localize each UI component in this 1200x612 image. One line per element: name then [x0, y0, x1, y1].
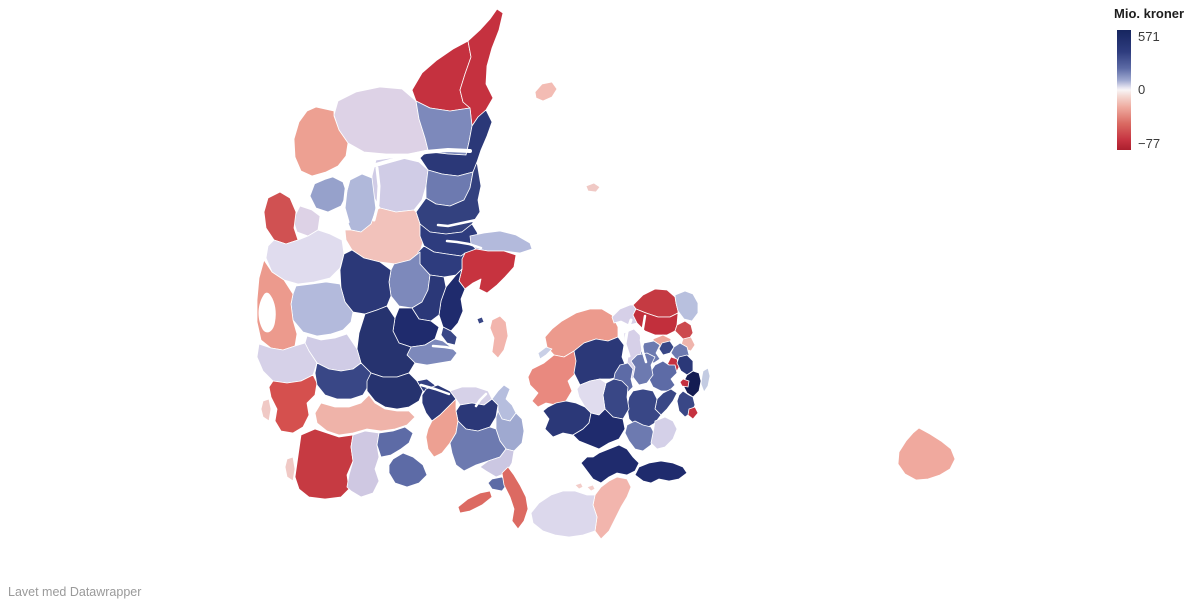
- region-langeland[interactable]: [501, 466, 529, 530]
- region-sejeroe[interactable]: [537, 346, 553, 360]
- region-tunoe[interactable]: [476, 316, 485, 325]
- region-morsoe[interactable]: [309, 175, 348, 213]
- region-norddjurs[interactable]: [469, 230, 533, 254]
- water-skive-fjord: [372, 166, 381, 222]
- region-fredensborg[interactable]: [674, 320, 694, 340]
- region-moen[interactable]: [634, 460, 688, 484]
- water-vejle-fjord: [419, 383, 451, 396]
- water-isefjord: [623, 318, 633, 358]
- water-horsens-fjord: [431, 344, 459, 351]
- region-vestegnen[interactable]: [648, 360, 678, 392]
- region-vordingborg[interactable]: [580, 444, 640, 484]
- region-fejoe[interactable]: [586, 484, 596, 492]
- region-furesoe[interactable]: [658, 340, 675, 356]
- legend-gradient-wrap: 571 0 −77: [1114, 30, 1198, 150]
- region-roemoe[interactable]: [284, 456, 296, 482]
- region-fanoe[interactable]: [260, 398, 272, 422]
- legend-max-label: 571: [1138, 29, 1160, 44]
- region-lolland[interactable]: [530, 490, 598, 538]
- legend-title: Mio. kroner: [1114, 6, 1185, 21]
- water-ringkoebing-lagoon: [258, 292, 276, 333]
- region-aeroe[interactable]: [457, 490, 493, 514]
- color-legend: Mio. kroner 571 0 −77: [1114, 6, 1198, 150]
- legend-gradient-bar: [1117, 30, 1131, 150]
- region-kalundborg[interactable]: [527, 350, 579, 408]
- water-mariager-fjord: [436, 218, 478, 228]
- region-frederiksberg[interactable]: [679, 378, 690, 388]
- region-gentofte[interactable]: [676, 354, 694, 376]
- region-hjoerring[interactable]: [411, 40, 472, 112]
- region-haderslev[interactable]: [314, 394, 416, 436]
- region-helsingoer[interactable]: [674, 290, 699, 322]
- water-sallingsund: [342, 172, 352, 224]
- region-odder[interactable]: [440, 326, 458, 346]
- region-faxe[interactable]: [624, 420, 656, 452]
- region-aabenraa[interactable]: [346, 430, 380, 498]
- water-roskilde-fjord: [639, 314, 648, 364]
- region-esbjerg[interactable]: [268, 374, 318, 434]
- datawrapper-attribution-link[interactable]: Lavet med Datawrapper: [8, 585, 142, 599]
- region-lemvig[interactable]: [263, 191, 299, 245]
- region-greve[interactable]: [654, 388, 678, 416]
- region-saltholm[interactable]: [700, 367, 711, 393]
- region-femoe[interactable]: [574, 482, 584, 490]
- region-roskilde[interactable]: [630, 352, 656, 386]
- region-syddjurs[interactable]: [458, 248, 517, 294]
- region-bornholm[interactable]: [897, 427, 956, 481]
- region-als[interactable]: [388, 452, 428, 488]
- water-limfjord: [294, 148, 472, 193]
- region-holstebro[interactable]: [265, 229, 345, 285]
- region-soenderborg[interactable]: [376, 426, 414, 458]
- region-naestved[interactable]: [572, 408, 626, 450]
- region-falster[interactable]: [592, 476, 632, 540]
- water-odense-fjord: [474, 392, 488, 408]
- region-samsoe[interactable]: [489, 315, 509, 359]
- region-anholt[interactable]: [585, 182, 601, 193]
- region-kolding[interactable]: [366, 372, 424, 410]
- region-thisted[interactable]: [293, 106, 349, 177]
- region-varde[interactable]: [256, 342, 318, 384]
- region-stevns[interactable]: [650, 416, 678, 450]
- legend-zero-label: 0: [1138, 82, 1146, 97]
- region-frederikshavn[interactable]: [459, 8, 504, 127]
- water-randers-fjord: [445, 239, 483, 250]
- legend-min-label: −77: [1138, 136, 1161, 151]
- region-vejen[interactable]: [314, 362, 372, 400]
- region-toender[interactable]: [294, 428, 354, 500]
- region-laesoe[interactable]: [534, 81, 558, 102]
- region-dragoer[interactable]: [687, 406, 699, 420]
